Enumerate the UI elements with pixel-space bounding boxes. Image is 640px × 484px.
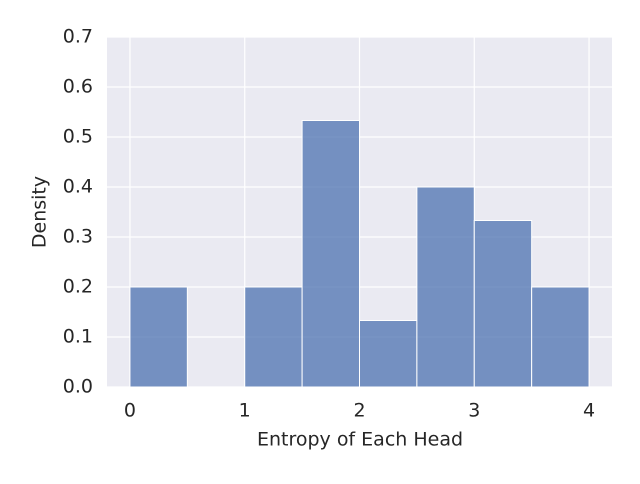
- x-tick-label: 1: [239, 400, 251, 422]
- x-tick-label: 0: [124, 400, 136, 422]
- y-tick-label: 0.4: [63, 176, 93, 198]
- bar: [473, 220, 533, 388]
- bar: [531, 286, 590, 388]
- y-axis-label: Density: [29, 176, 51, 248]
- bar: [359, 320, 418, 388]
- x-tick-label: 2: [353, 400, 365, 422]
- x-tick-label: 4: [583, 400, 595, 422]
- y-tick-label: 0.5: [63, 126, 93, 148]
- bar: [244, 286, 303, 388]
- bar: [301, 120, 361, 388]
- y-tick-label: 0.0: [63, 376, 93, 398]
- y-tick-label: 0.1: [63, 326, 93, 348]
- y-tick-label: 0.3: [63, 226, 93, 248]
- y-tick-label: 0.7: [63, 26, 93, 48]
- y-tick-label: 0.6: [63, 76, 93, 98]
- bar: [416, 186, 475, 388]
- x-tick-label: 3: [468, 400, 480, 422]
- y-tick-label: 0.2: [63, 276, 93, 298]
- bar: [129, 286, 188, 388]
- x-axis-label: Entropy of Each Head: [257, 429, 463, 451]
